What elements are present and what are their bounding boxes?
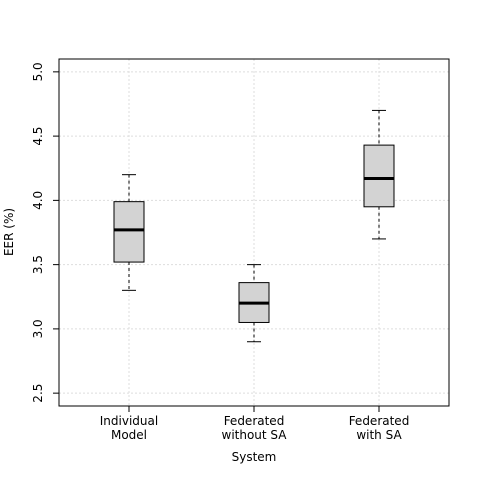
x-tick-label: Federated xyxy=(224,414,285,428)
y-axis: 2.5 3.0 3.5 4.0 4.5 5.0 xyxy=(31,62,59,403)
x-tick-label: Federated xyxy=(349,414,410,428)
x-tick-label: Individual xyxy=(100,414,158,428)
box-iqr xyxy=(363,144,395,208)
y-tick-label: 4.5 xyxy=(31,127,45,146)
box-3 xyxy=(363,109,395,240)
y-tick-label: 3.5 xyxy=(31,255,45,274)
x-axis-title: System xyxy=(232,450,277,464)
box-layer xyxy=(113,109,395,343)
y-tick-label: 5.0 xyxy=(31,62,45,81)
y-tick-label: 2.5 xyxy=(31,384,45,403)
x-tick-label: Model xyxy=(111,428,147,442)
x-tick-label: without SA xyxy=(222,428,288,442)
y-axis-title: EER (%) xyxy=(2,208,16,256)
y-tick-label: 3.0 xyxy=(31,319,45,338)
box-1 xyxy=(113,174,145,291)
box-2 xyxy=(238,264,270,343)
y-tick-label: 4.0 xyxy=(31,191,45,210)
box-iqr xyxy=(113,201,145,263)
x-tick-label: with SA xyxy=(356,428,402,442)
